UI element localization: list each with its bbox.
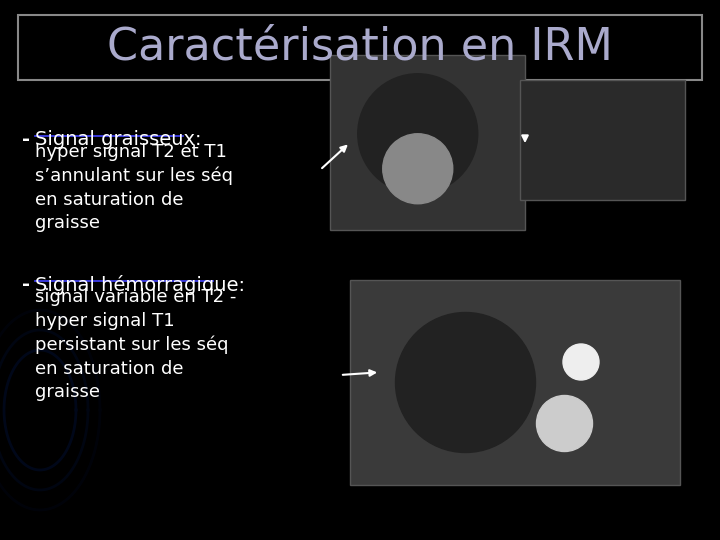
Circle shape (358, 74, 478, 194)
Circle shape (536, 395, 593, 451)
Circle shape (563, 344, 599, 380)
Text: -: - (22, 130, 30, 149)
Circle shape (395, 313, 536, 453)
Bar (350, 280, 680, 485)
Text: signal variable en T2 -
hyper signal T1
persistant sur les séq
en saturation de
: signal variable en T2 - hyper signal T1 … (35, 288, 236, 401)
Bar (330, 55, 525, 230)
Text: -: - (22, 275, 30, 294)
Circle shape (383, 134, 453, 204)
Bar (520, 80, 685, 200)
Text: Signal graisseux:: Signal graisseux: (35, 130, 202, 149)
Text: Signal hémorragique:: Signal hémorragique: (35, 275, 245, 295)
Text: Caractérisation en IRM: Caractérisation en IRM (107, 25, 613, 69)
Text: hyper signal T2 et T1
s’annulant sur les séq
en saturation de
graisse: hyper signal T2 et T1 s’annulant sur les… (35, 143, 233, 233)
FancyBboxPatch shape (18, 15, 702, 80)
